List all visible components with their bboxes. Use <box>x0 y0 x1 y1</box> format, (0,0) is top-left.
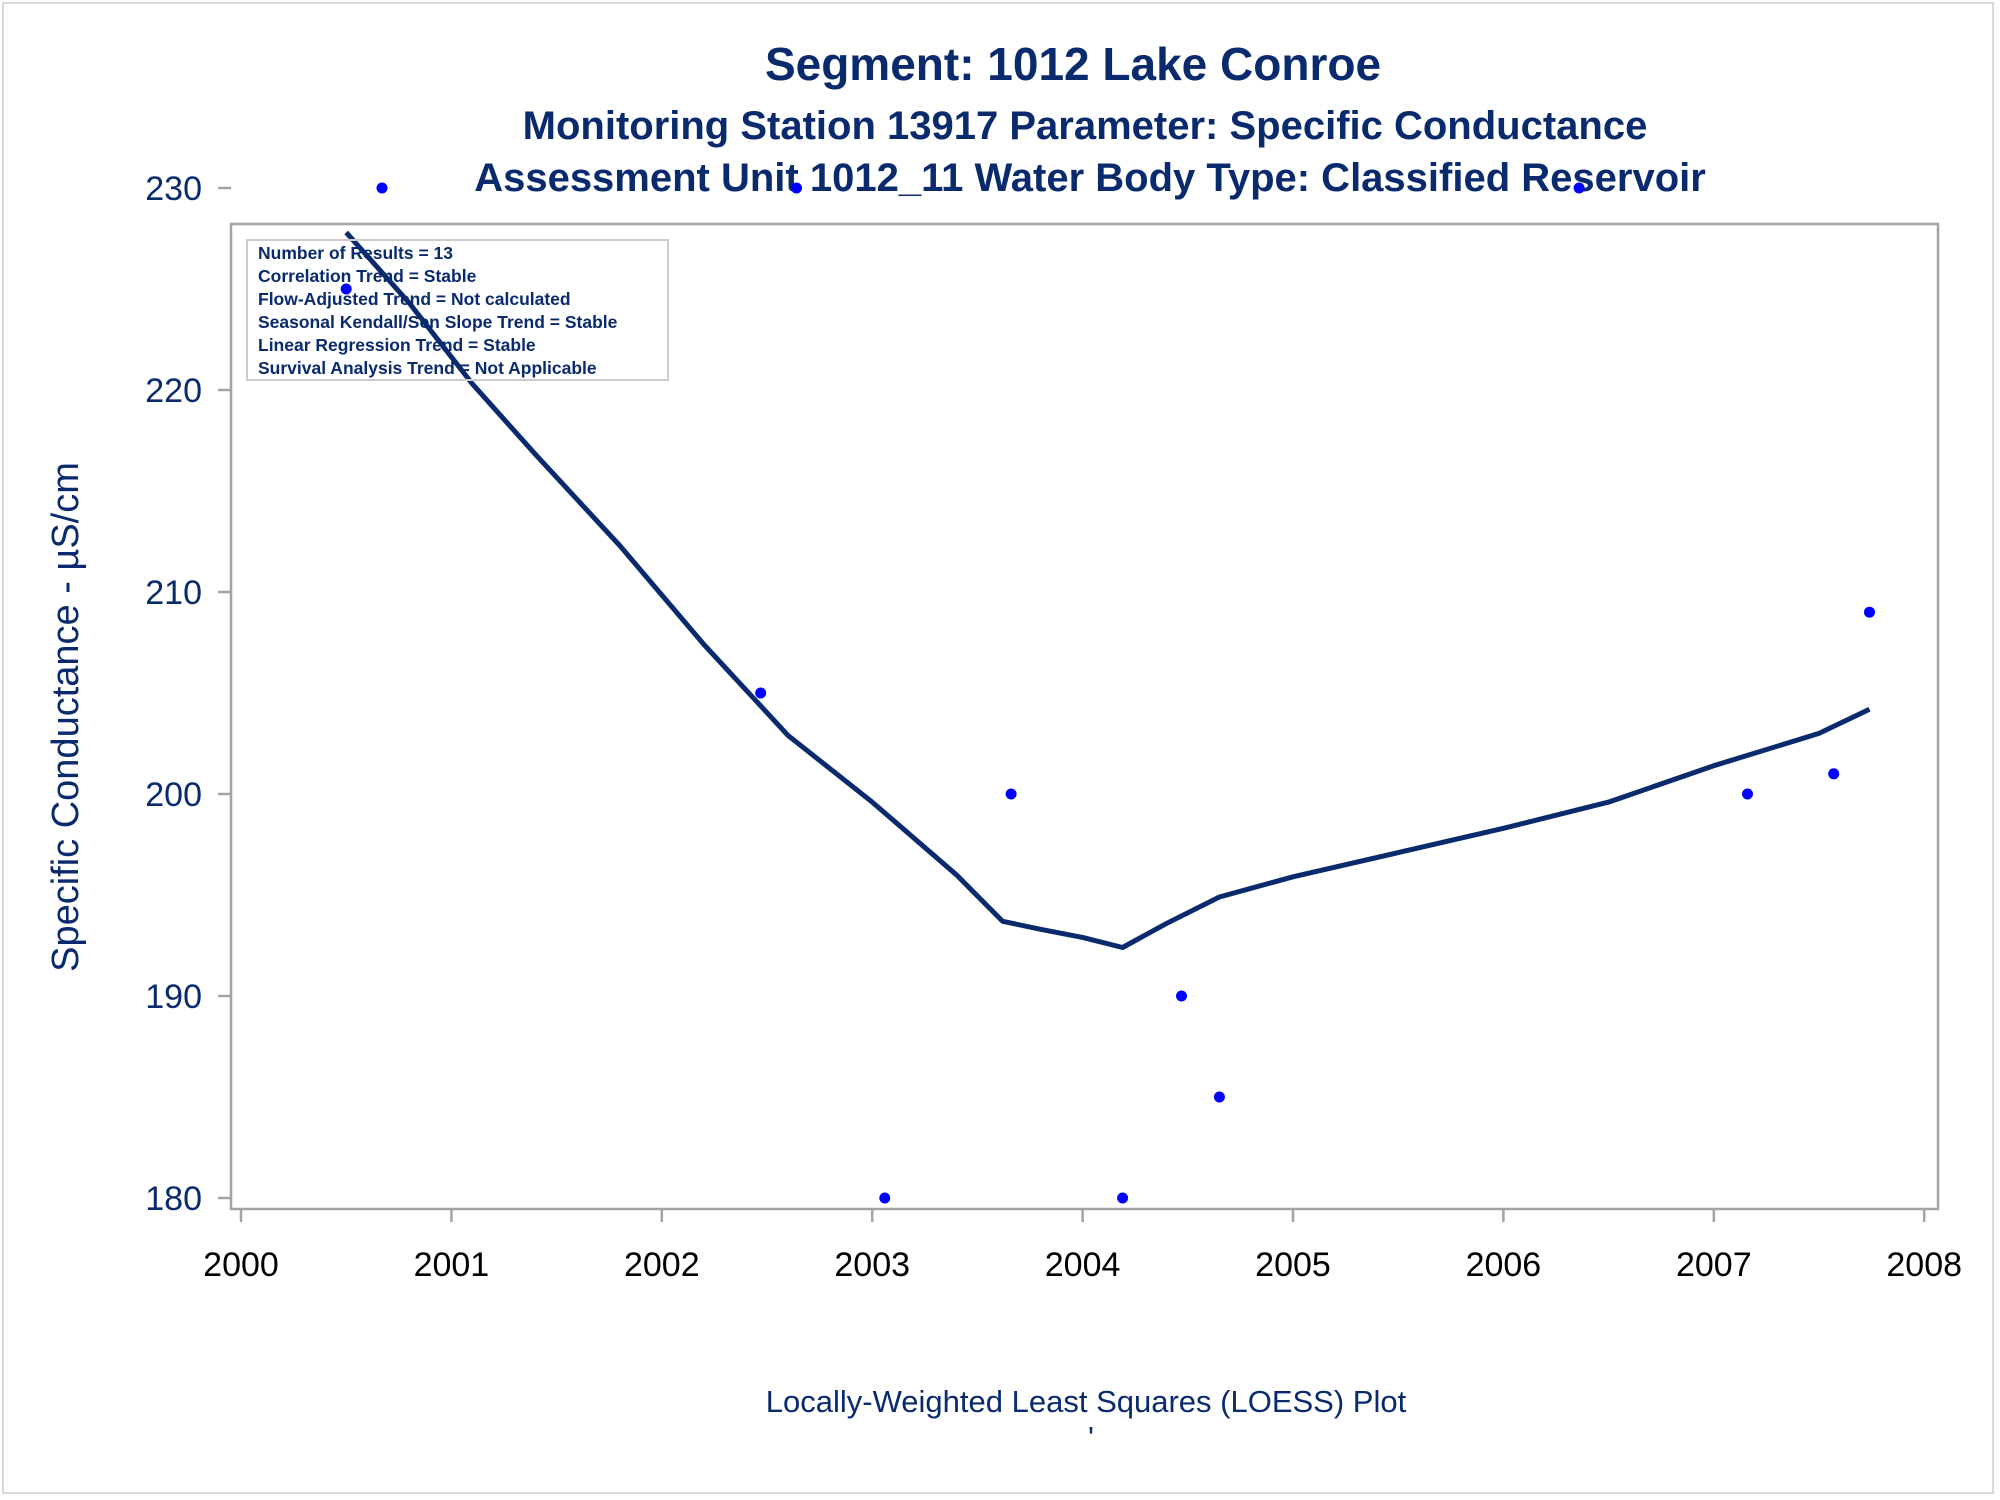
x-tick-label: 2002 <box>624 1246 700 1284</box>
loess-layer <box>344 230 1871 950</box>
data-point <box>1213 1091 1225 1103</box>
y-axis: 180 190 200 210 220 230 <box>145 170 231 1218</box>
x-tick-label: 2001 <box>414 1246 490 1284</box>
footnote: Locally-Weighted Least Squares (LOESS) P… <box>766 1384 1407 1419</box>
data-point <box>1005 788 1017 800</box>
data-point <box>879 1192 891 1204</box>
y-tick-label: 230 <box>145 170 202 208</box>
chart-title: Segment: 1012 Lake Conroe <box>765 38 1381 90</box>
data-point <box>1742 788 1753 800</box>
y-tick-label: 180 <box>145 1180 202 1218</box>
x-tick-label: 2000 <box>203 1246 279 1284</box>
loess-trend-line <box>344 230 1871 950</box>
footnote-mark: ' <box>1088 1420 1094 1455</box>
stat-correlation-trend: Correlation Trend = Stable <box>258 266 477 286</box>
stat-seasonal-kendall-trend: Seasonal Kendall/Sen Slope Trend = Stabl… <box>258 312 618 332</box>
y-tick-label: 220 <box>145 372 202 410</box>
x-tick-label: 2008 <box>1886 1246 1962 1284</box>
x-tick-label: 2005 <box>1255 1246 1331 1284</box>
data-point <box>1828 768 1840 780</box>
stats-box-border <box>246 239 669 381</box>
chart-subtitle-assessment: Assessment Unit 1012_11 Water Body Type:… <box>474 156 1706 200</box>
x-tick-label: 2004 <box>1045 1246 1121 1284</box>
y-tick-label: 210 <box>145 574 202 612</box>
x-tick-label: 2007 <box>1676 1246 1752 1284</box>
x-tick-label: 2003 <box>834 1246 910 1284</box>
stat-survival-analysis-trend: Survival Analysis Trend = Not Applicable <box>258 358 597 378</box>
stat-number-of-results: Number of Results = 13 <box>258 243 453 263</box>
data-point <box>755 687 767 699</box>
y-tick-label: 190 <box>145 978 202 1016</box>
data-point <box>1573 182 1585 194</box>
chart-subtitle-station: Monitoring Station 13917 Parameter: Spec… <box>523 104 1648 148</box>
data-point <box>1176 990 1187 1002</box>
data-point <box>340 283 352 295</box>
stat-flow-adjusted-trend: Flow-Adjusted Trend = Not calculated <box>258 289 571 309</box>
y-axis-label: Specific Conductance - µS/cm <box>45 462 87 972</box>
x-tick-label: 2006 <box>1466 1246 1542 1284</box>
plot-area <box>229 222 1940 1211</box>
x-axis: 2000 2001 2002 2003 2004 2005 2006 2007 2008 <box>203 1209 1962 1284</box>
stat-linear-regression-trend: Linear Regression Trend = Stable <box>258 335 536 355</box>
data-point <box>791 182 802 194</box>
data-points <box>340 182 1875 1204</box>
data-point <box>1864 606 1875 618</box>
y-tick-label: 200 <box>145 776 202 814</box>
data-point <box>1117 1192 1129 1204</box>
stats-legend-box: Number of Results = 13 Correlation Trend… <box>246 239 669 381</box>
data-point <box>376 182 388 194</box>
